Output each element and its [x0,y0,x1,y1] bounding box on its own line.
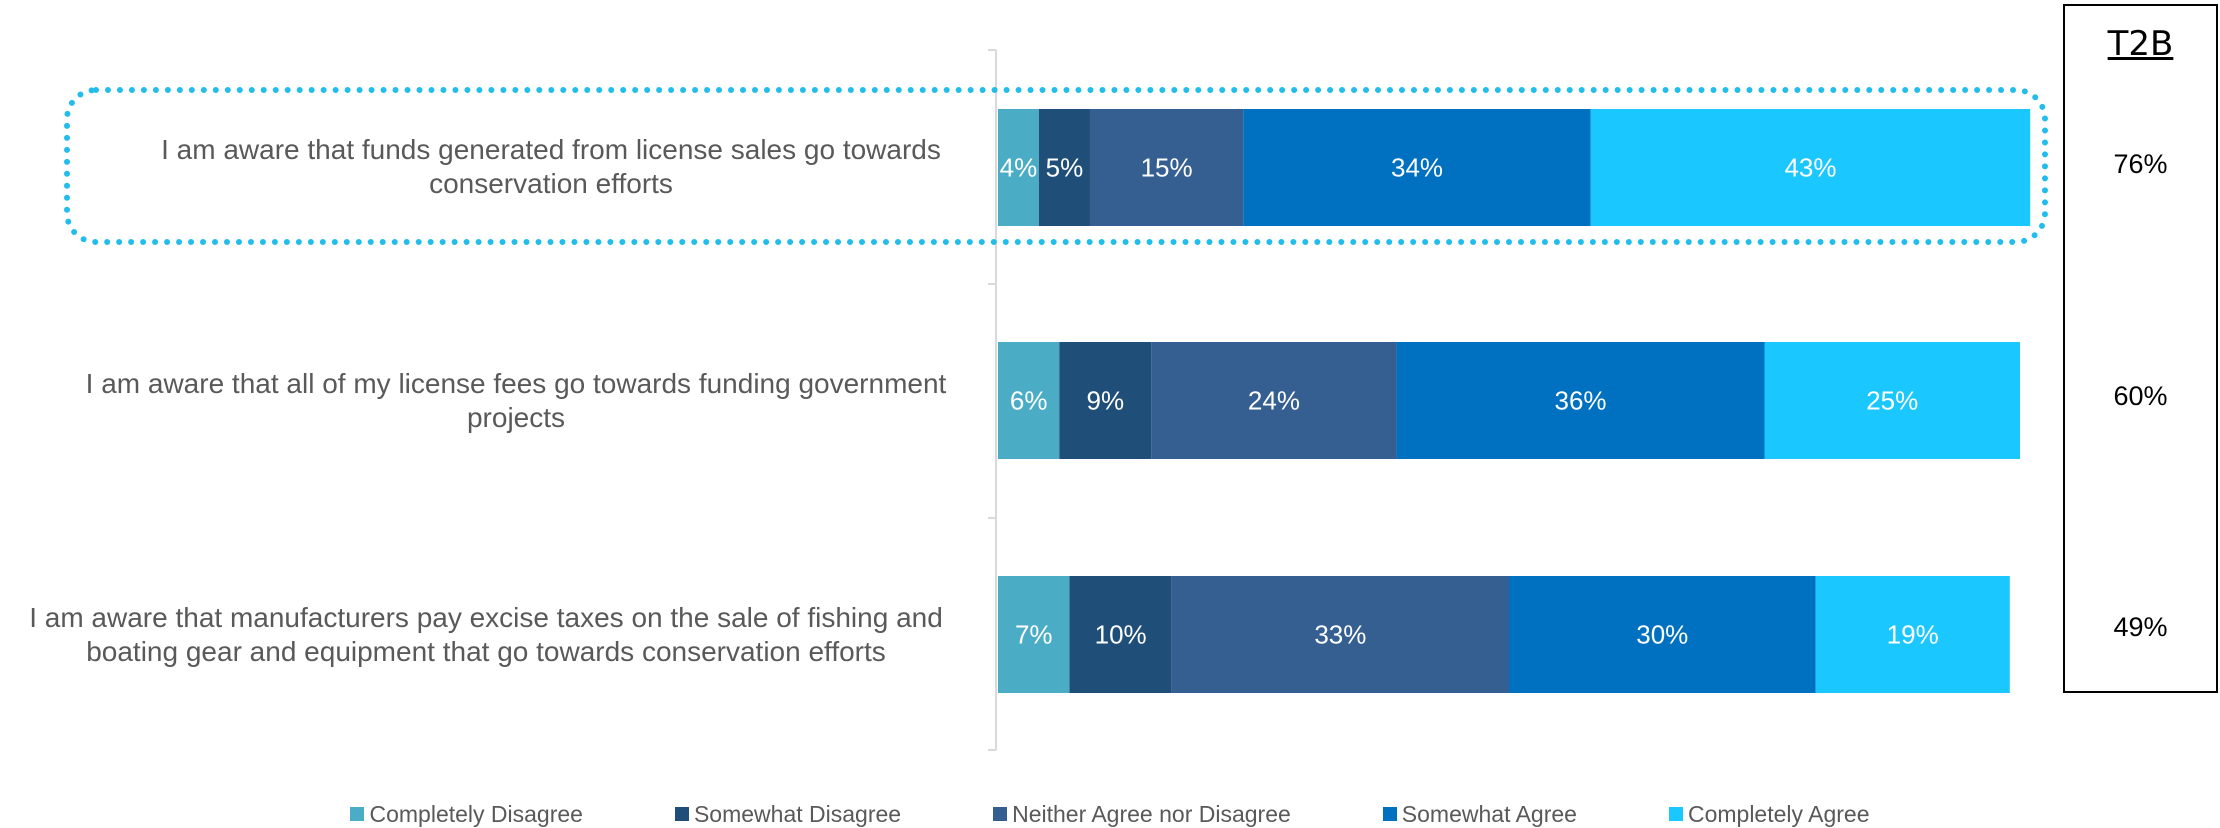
bar-segment [1059,342,1152,459]
data-label: 10% [1095,620,1147,650]
bar-segment [1396,342,1765,459]
bar-segment [998,342,1060,459]
t2b-value: 76% [2113,149,2168,179]
legend-item: Somewhat Agree [1382,800,1577,828]
legend-item: Neither Agree nor Disagree [993,800,1291,828]
data-label: 33% [1314,620,1366,650]
row-label-excise-taxes: I am aware that manufacturers pay excise… [29,602,943,667]
bar-segment [1509,576,1816,693]
legend-label: Somewhat Disagree [693,800,902,827]
t2b-title: T2B [2107,24,2174,64]
data-label: 36% [1555,386,1607,416]
legend-label: Somewhat Agree [1401,800,1577,827]
highlight-outline [64,87,2048,245]
t2b-value: 49% [2113,612,2168,642]
data-label: 19% [1887,620,1939,650]
data-label: 9% [1087,386,1125,416]
data-label: 30% [1636,620,1688,650]
legend-label: Completely Agree [1687,800,1870,827]
legend-item: Completely Agree [1668,800,1870,828]
data-label: 6% [1010,386,1048,416]
legend-swatch [1668,807,1683,821]
row-label-license-fees-government: I am aware that all of my license fees g… [85,368,947,433]
legend-label: Completely Disagree [369,800,583,827]
legend-swatch [350,807,365,821]
bar-segment [1089,109,1244,226]
stacked-bar-chart: 4% 5% 15% 34% 43% 6% 9% 24% 36% 25% 7% 10% 33% 30% 19% [988,49,2031,751]
legend-label: Neither Agree nor Disagree [1012,800,1291,827]
data-label: 34% [1391,153,1443,183]
bar-segment [1038,109,1090,226]
bar-segment [1151,342,1397,459]
legend-swatch [993,807,1008,821]
data-label: 43% [1784,153,1836,183]
t2b-panel: T2B 76% 60% 49% [2063,4,2218,693]
bar-segment [1069,576,1172,693]
legend-item: Somewhat Disagree [674,800,902,828]
chart-legend: Completely Disagree Somewhat Disagree Ne… [0,800,2220,828]
data-label: 15% [1141,153,1193,183]
bar-segment [1171,576,1509,693]
bar-segment [1243,109,1591,226]
bar-segment [1590,109,2031,226]
data-label: 7% [1015,620,1053,650]
data-label: 24% [1248,386,1300,416]
bar-segment [1764,342,2020,459]
t2b-value: 60% [2113,381,2168,411]
bar-segment [998,576,1070,693]
data-label: 5% [1046,153,1084,183]
data-label: 25% [1866,386,1918,416]
row-label-funds-conservation: I am aware that funds generated from lic… [161,134,941,199]
legend-swatch [674,807,689,821]
bar-segment [1815,576,2010,693]
data-label: 4% [1000,153,1038,183]
bar-segment [998,109,1039,226]
legend-swatch [1382,807,1397,821]
legend-item: Completely Disagree [350,800,583,828]
